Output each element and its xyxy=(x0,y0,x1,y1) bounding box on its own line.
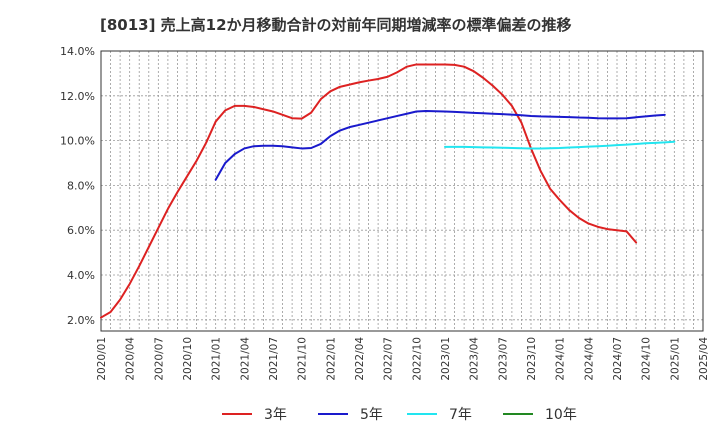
x-tick-label: 2025/04 xyxy=(698,337,710,381)
y-tick-label: 8.0% xyxy=(67,179,95,192)
series-line-7年 xyxy=(444,140,676,150)
x-tick-label: 2020/01 xyxy=(96,337,108,381)
legend-label-7年: 7年 xyxy=(449,407,472,423)
x-tick-label: 2021/10 xyxy=(297,337,309,381)
series-lines xyxy=(100,63,676,319)
x-tick-label: 2021/04 xyxy=(239,337,251,381)
x-tick-label: 2022/01 xyxy=(325,337,337,381)
x-tick-label: 2023/01 xyxy=(440,337,452,381)
x-tick-label: 2021/01 xyxy=(211,337,223,381)
legend-label-5年: 5年 xyxy=(360,407,383,423)
x-tick-label: 2024/07 xyxy=(612,337,624,381)
legend-label-3年: 3年 xyxy=(264,407,287,423)
legend: 3年 5年 7年 10年 xyxy=(222,407,577,423)
x-tick-label: 2024/10 xyxy=(641,337,653,381)
x-tick-label: 2024/04 xyxy=(583,337,595,381)
x-tick-label: 2023/04 xyxy=(469,337,481,381)
y-tick-label: 12.0% xyxy=(60,90,95,103)
x-tick-label: 2022/07 xyxy=(383,337,395,381)
x-tick-label: 2021/07 xyxy=(268,337,280,381)
series-line-3年 xyxy=(100,63,638,319)
x-tick-label: 2025/01 xyxy=(669,337,681,381)
x-tick-label: 2023/07 xyxy=(497,337,509,381)
plot-background xyxy=(101,51,703,331)
y-tick-label: 2.0% xyxy=(67,314,95,327)
plot-frame xyxy=(100,50,704,332)
x-tick-label: 2022/04 xyxy=(354,337,366,381)
x-tick-label: 2020/10 xyxy=(182,337,194,381)
y-tick-label: 14.0% xyxy=(60,45,95,58)
x-tick-label: 2022/10 xyxy=(411,337,423,381)
legend-label-10年: 10年 xyxy=(545,407,577,423)
y-tick-label: 6.0% xyxy=(67,224,95,237)
axis-labels: 2.0% 4.0% 6.0% 8.0% 10.0% 12.0% 14.0% 2020/01 20… xyxy=(60,45,710,381)
x-tick-label: 2020/04 xyxy=(125,337,137,381)
y-tick-label: 4.0% xyxy=(67,269,95,282)
y-tick-label: 10.0% xyxy=(60,135,95,148)
x-tick-label: 2024/01 xyxy=(555,337,567,381)
x-tick-label: 2020/07 xyxy=(153,337,165,381)
x-tick-label: 2023/10 xyxy=(526,337,538,381)
chart-title: [8013] 売上高12か月移動合計の対前年同期増減率の標準偏差の推移 xyxy=(100,16,572,34)
series-line-5年 xyxy=(214,110,666,181)
